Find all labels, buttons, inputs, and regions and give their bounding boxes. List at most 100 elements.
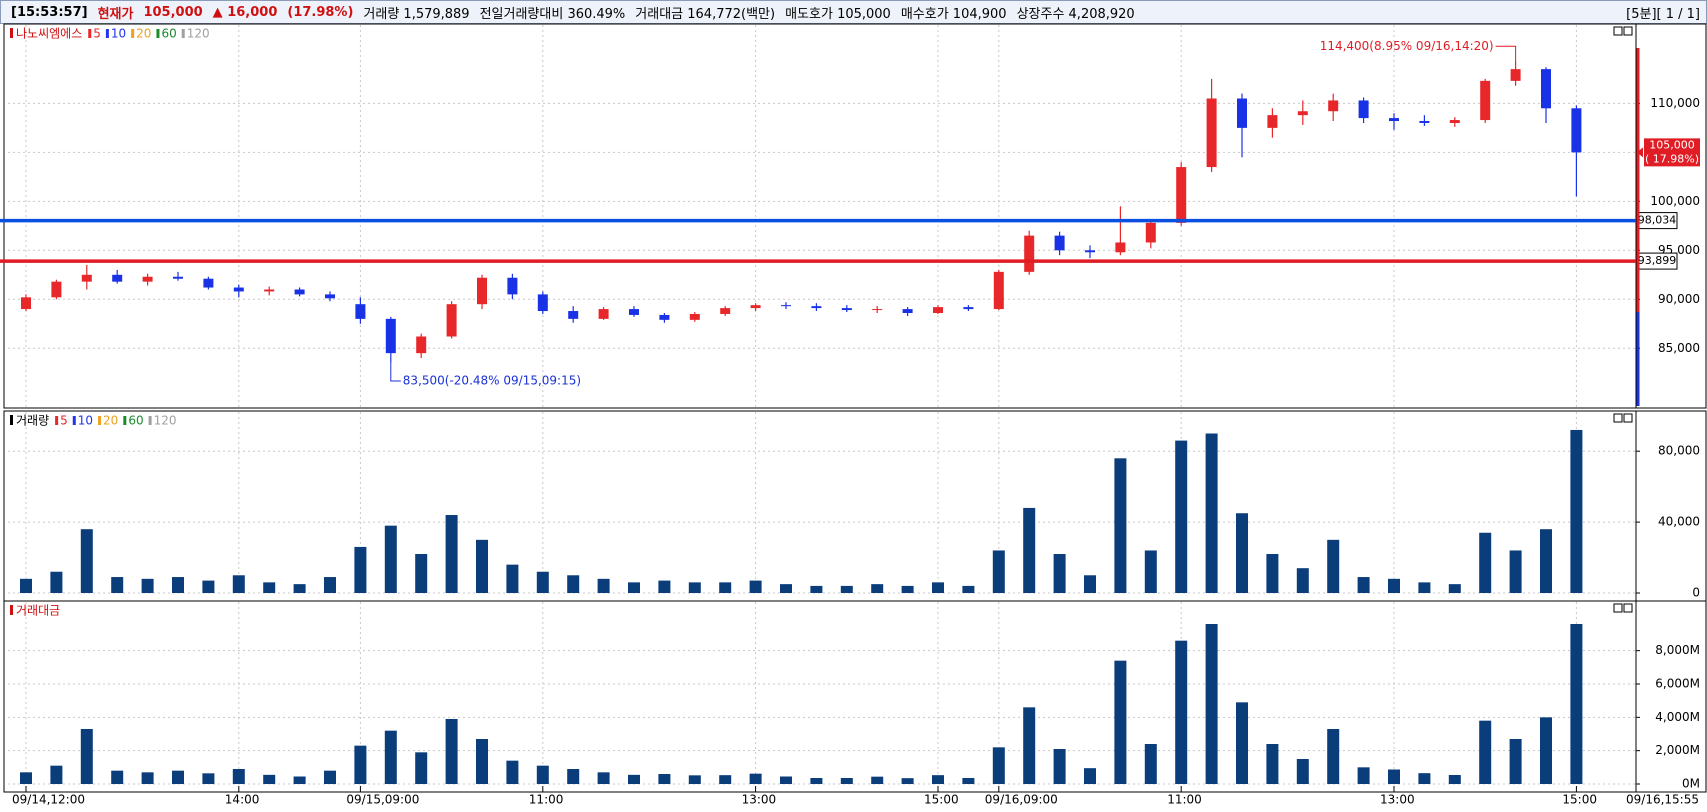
candle-body — [781, 305, 791, 307]
bar — [1540, 529, 1552, 593]
candle-body — [872, 309, 883, 311]
x-tick-label: 09/16,09:00 — [985, 793, 1058, 807]
legend-swatch — [72, 416, 76, 425]
legend-label: 120 — [187, 27, 210, 41]
legend-swatch — [123, 416, 127, 425]
bar — [20, 772, 32, 784]
candle-body — [1389, 118, 1399, 122]
candle-body — [1237, 98, 1247, 128]
x-tick-label: 15:00 — [924, 793, 959, 807]
bar — [506, 760, 519, 784]
status-item: 거래대금 164,772(백만) — [635, 6, 776, 22]
bar — [1357, 577, 1370, 593]
candle-body — [385, 318, 396, 354]
candle-body — [1085, 250, 1095, 253]
status-item: 현재가 — [97, 6, 134, 22]
y-tick-label: 0M — [1682, 777, 1700, 791]
status-item: [15:53:57] — [11, 4, 88, 20]
panel-button[interactable] — [1613, 603, 1623, 613]
annotation: 114,400(8.95% 09/16,14:20) — [1320, 39, 1494, 53]
x-end-label: 09/16,15:55 — [1626, 793, 1699, 807]
bar — [536, 765, 549, 784]
bar — [324, 577, 336, 593]
legend-label: 10 — [111, 27, 126, 41]
candle-body — [1510, 69, 1521, 81]
bar — [141, 578, 154, 593]
status-bar: [15:53:57] 현재가 105,000 ▲ 16,000 (17.98%) 거래량 … — [0, 0, 1707, 24]
legend-label: 60 — [128, 414, 143, 428]
bar — [445, 719, 458, 784]
candle-body — [416, 336, 427, 354]
x-tick-label: 09/15,09:00 — [346, 793, 419, 807]
bar — [688, 775, 701, 784]
candle-body — [568, 311, 579, 319]
candle-body — [1571, 108, 1582, 153]
bar — [628, 582, 640, 593]
bar — [1084, 575, 1096, 593]
bar — [719, 775, 732, 784]
bar — [810, 585, 823, 593]
status-item: 거래량 1,579,889 — [363, 6, 470, 22]
candle-body — [1206, 98, 1217, 168]
panel-button[interactable] — [1613, 413, 1623, 423]
bar — [172, 770, 184, 784]
panel-button[interactable] — [1613, 26, 1623, 36]
candle-body — [355, 304, 366, 319]
panel-button[interactable] — [1623, 603, 1633, 613]
last-price-box — [1644, 138, 1700, 167]
bar — [871, 584, 884, 593]
bar — [476, 739, 488, 784]
bar — [415, 554, 428, 593]
candle-body — [629, 309, 639, 315]
status-item: 매수호가 104,900 — [900, 6, 1007, 22]
legend-label: 5 — [60, 414, 68, 428]
y-tick-label: 80,000 — [1658, 444, 1700, 458]
panel-title: 나노씨엠에스 — [16, 27, 82, 41]
panel-title: 거래량 — [16, 414, 49, 428]
candle-body — [841, 308, 852, 311]
candle-body — [659, 314, 670, 320]
bar — [232, 769, 245, 784]
bar — [1327, 729, 1340, 784]
bar — [992, 747, 1005, 784]
bar — [1144, 744, 1157, 784]
candle-body — [1328, 100, 1339, 112]
bar — [780, 584, 792, 593]
candle-body — [689, 313, 700, 320]
bar — [1175, 440, 1188, 593]
legend-marker — [10, 28, 13, 38]
bar — [840, 778, 853, 784]
candle-body — [21, 297, 31, 310]
panel-frame — [3, 23, 1707, 409]
bar — [1023, 507, 1036, 593]
bar — [1266, 744, 1279, 784]
page-indicator: [5분][ 1 / 1] — [1626, 6, 1700, 22]
candle-body — [993, 271, 1004, 310]
candle-body — [325, 294, 335, 299]
legend-swatch — [181, 29, 185, 38]
candle-body — [1054, 235, 1065, 251]
panel-button[interactable] — [1623, 26, 1633, 36]
bar — [445, 515, 458, 593]
status-item: ▲ 16,000 — [212, 4, 278, 20]
bar — [1114, 458, 1127, 593]
candle-body — [933, 307, 943, 313]
bar — [232, 575, 245, 593]
panel-button[interactable] — [1623, 413, 1633, 423]
y-tick-label: 40,000 — [1658, 515, 1700, 529]
bar — [476, 539, 488, 593]
candle-body — [507, 277, 518, 295]
bar — [202, 773, 215, 784]
bar — [597, 578, 610, 593]
y-tick-label: 8,000M — [1655, 643, 1700, 657]
candle-body — [173, 276, 183, 279]
bar — [567, 769, 580, 784]
last-price-change: ( 17.98%) — [1645, 152, 1699, 165]
x-tick-label: 14:00 — [225, 793, 260, 807]
bar — [932, 582, 944, 593]
bar — [1388, 578, 1400, 593]
legend-label: 60 — [161, 27, 176, 41]
bar — [1023, 707, 1036, 784]
legend-swatch — [156, 29, 160, 38]
